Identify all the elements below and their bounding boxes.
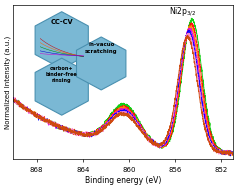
Text: in-vacuo
scratching: in-vacuo scratching [85,42,118,53]
Text: Ni2p$_{3/2}$: Ni2p$_{3/2}$ [169,5,197,18]
Text: carbon+
binder-free
rinsing: carbon+ binder-free rinsing [46,66,77,83]
Polygon shape [35,12,88,69]
Y-axis label: Normalized Intensity (a.u.): Normalized Intensity (a.u.) [4,35,11,129]
Polygon shape [35,58,88,115]
Polygon shape [77,37,126,90]
X-axis label: Binding energy (eV): Binding energy (eV) [85,176,161,185]
Text: CC-CV: CC-CV [50,19,73,25]
